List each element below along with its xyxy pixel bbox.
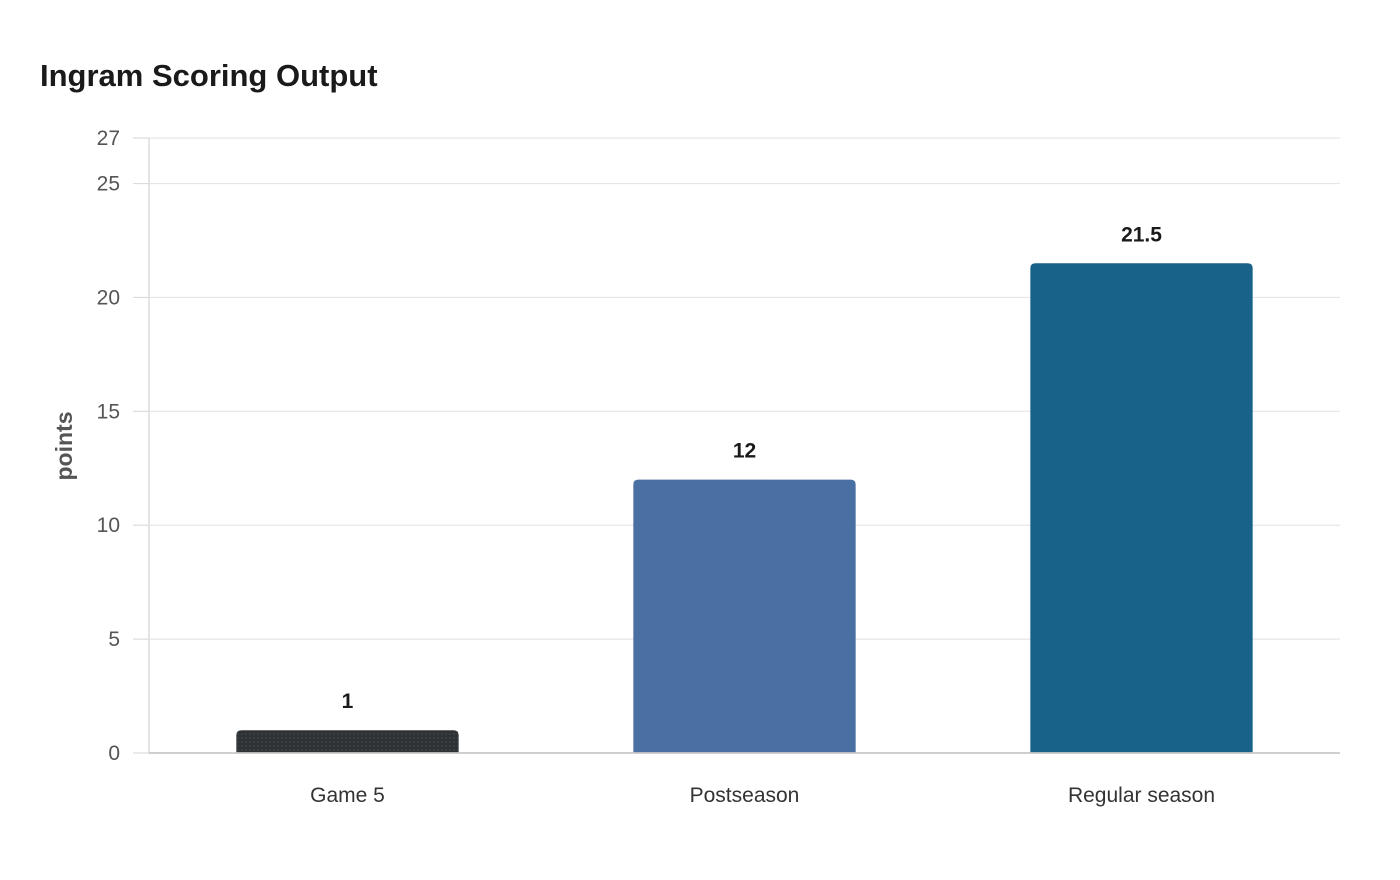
axes	[133, 137, 1340, 754]
value-labels: 1 12 21.5	[342, 223, 1163, 713]
y-tick-label: 15	[97, 400, 120, 423]
bar-regular-season[interactable]	[1030, 263, 1253, 753]
y-tick-label: 0	[108, 742, 120, 765]
bar-value-label: 1	[342, 690, 354, 713]
y-tick-label: 20	[97, 286, 120, 309]
chart-title: Ingram Scoring Output	[40, 58, 378, 93]
y-tick-label: 5	[108, 628, 120, 651]
x-axis-category-labels: Game 5 Postseason Regular season	[310, 784, 1215, 807]
y-tick-label: 27	[97, 127, 120, 150]
x-category-label: Postseason	[690, 784, 800, 807]
bar-value-label: 21.5	[1121, 223, 1162, 246]
bars	[236, 263, 1253, 753]
y-axis-ticks: 0 5 10 15 20 25 27	[97, 127, 120, 765]
bar-game-5[interactable]	[236, 730, 459, 753]
y-axis-title: points	[51, 412, 77, 481]
bar-postseason[interactable]	[633, 479, 856, 753]
y-tick-label: 25	[97, 173, 120, 196]
y-tick-label: 10	[97, 514, 120, 537]
x-category-label: Regular season	[1068, 784, 1215, 807]
bar-value-label: 12	[733, 440, 756, 463]
x-category-label: Game 5	[310, 784, 385, 807]
